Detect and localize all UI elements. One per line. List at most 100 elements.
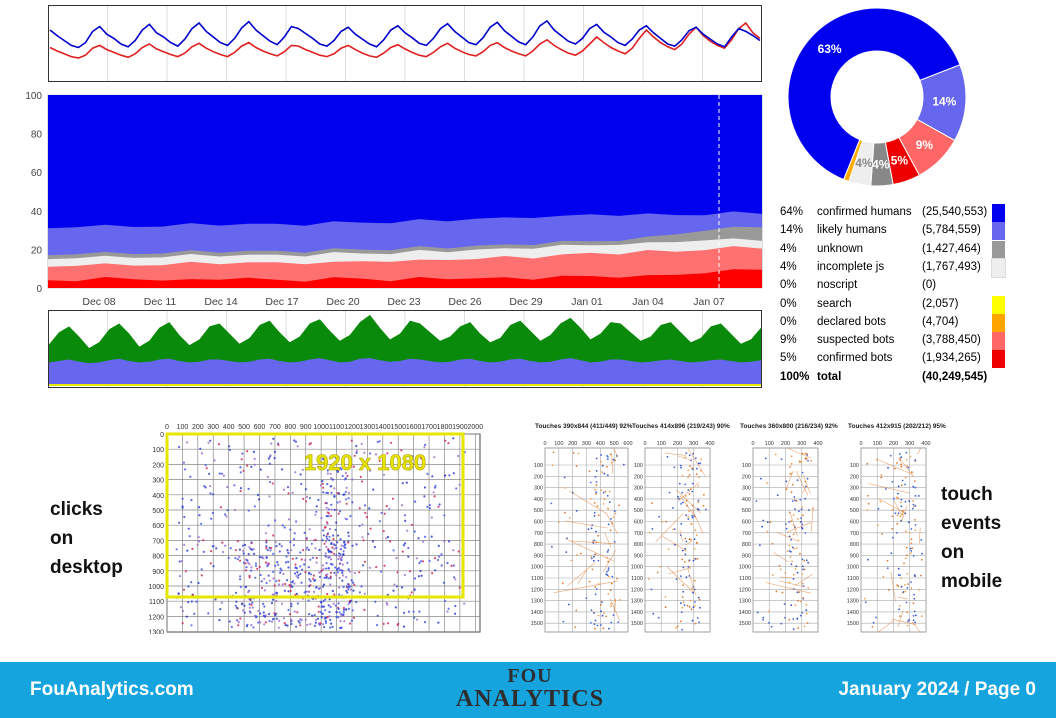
desktop-click-point [270, 602, 274, 605]
touch-panel-y-tick-label: 1200 [531, 587, 543, 593]
desktop-click-point [197, 581, 200, 585]
touch-point [561, 582, 564, 585]
desktop-clicks-y-tick-label: 600 [152, 523, 164, 530]
desktop-click-point [265, 581, 268, 585]
touch-point [666, 456, 669, 458]
desktop-click-point [209, 439, 212, 442]
touch-swipe-line [687, 448, 706, 477]
desktop-click-point [252, 626, 255, 629]
touch-point [781, 591, 784, 594]
touch-panel-y-tick-label: 300 [850, 486, 859, 492]
touch-point [593, 623, 596, 626]
desktop-click-point [272, 577, 275, 580]
desktop-click-point [345, 608, 348, 611]
desktop-clicks-x-tick-label: 1200 [344, 424, 360, 431]
touch-panel-y-tick-label: 1300 [631, 599, 643, 605]
touch-label-line: on [941, 542, 965, 563]
desktop-click-point [321, 539, 324, 542]
stacked-area-y-tick-label: 0 [36, 284, 42, 295]
touch-point [612, 614, 615, 616]
desktop-click-point [330, 477, 333, 480]
desktop-click-point [444, 439, 447, 442]
touch-point [600, 624, 602, 626]
desktop-click-point [273, 457, 276, 460]
desktop-click-point [242, 549, 245, 552]
desktop-clicks-y-tick-label: 1000 [148, 584, 164, 591]
desktop-click-point [322, 491, 325, 494]
desktop-click-point [304, 559, 307, 562]
desktop-click-point [331, 625, 334, 628]
desktop-click-point [438, 555, 441, 558]
desktop-click-point [198, 514, 201, 517]
desktop-click-point [263, 589, 266, 592]
touch-point [691, 490, 694, 493]
touch-point [892, 536, 894, 539]
desktop-click-point [296, 576, 300, 579]
touch-point [799, 600, 802, 603]
desktop-click-point [324, 598, 327, 601]
touch-point [921, 552, 923, 555]
desktop-click-point [322, 583, 326, 586]
touch-panel-title: Touches 360x800 (216/234) 92% [740, 423, 838, 430]
desktop-click-point [386, 452, 389, 455]
desktop-click-point [339, 466, 342, 470]
touch-point [603, 498, 606, 500]
desktop-click-point [437, 621, 440, 624]
desktop-click-point [265, 555, 268, 559]
desktop-click-point [313, 579, 316, 582]
desktop-click-point [320, 570, 323, 573]
desktop-click-point [270, 442, 273, 445]
touch-point [688, 538, 691, 541]
touch-point [895, 496, 898, 499]
desktop-click-point [321, 612, 324, 615]
desktop-click-point [320, 517, 323, 520]
desktop-click-point [268, 480, 272, 484]
desktop-click-point [329, 583, 332, 586]
desktop-click-point [291, 491, 294, 494]
desktop-click-point [296, 611, 299, 614]
touch-panel-y-tick-label: 1300 [847, 599, 859, 605]
touch-point [863, 597, 866, 600]
touch-point [780, 622, 783, 625]
desktop-click-point [337, 616, 340, 619]
touch-panel-y-tick-label: 300 [534, 486, 543, 492]
desktop-click-point [299, 624, 302, 627]
desktop-click-point [458, 586, 461, 589]
desktop-click-point [333, 494, 336, 497]
touch-point [695, 541, 698, 544]
desktop-click-point [287, 518, 291, 521]
touch-point [914, 519, 916, 521]
desktop-click-point [267, 574, 270, 577]
desktop-click-point [291, 585, 294, 588]
desktop-click-point [363, 451, 366, 454]
touch-point [696, 617, 699, 619]
touch-point [682, 590, 685, 593]
touch-point [906, 554, 908, 556]
touch-point [780, 458, 783, 461]
desktop-click-point [299, 473, 302, 476]
touch-point [788, 545, 791, 547]
touch-point [597, 514, 600, 517]
desktop-click-point [271, 482, 274, 485]
desktop-click-point [329, 571, 333, 574]
touch-point [886, 567, 889, 570]
legend-count: (25,540,553) [922, 206, 988, 218]
desktop-click-point [343, 541, 346, 544]
touch-point [794, 499, 797, 502]
desktop-click-point [215, 547, 218, 550]
touch-point [590, 622, 592, 624]
desktop-click-point [322, 605, 325, 608]
touch-point [566, 537, 568, 540]
desktop-click-point [295, 625, 298, 628]
desktop-click-point [443, 540, 446, 543]
touch-point [608, 501, 611, 503]
desktop-click-point [424, 443, 427, 447]
touch-point [905, 530, 907, 533]
desktop-click-point [210, 550, 213, 553]
touch-point [801, 523, 803, 526]
desktop-click-point [322, 599, 325, 602]
legend-count: (1,767,493) [922, 260, 981, 273]
desktop-click-point [234, 604, 237, 607]
desktop-click-point [325, 537, 329, 540]
touch-point [784, 523, 787, 525]
